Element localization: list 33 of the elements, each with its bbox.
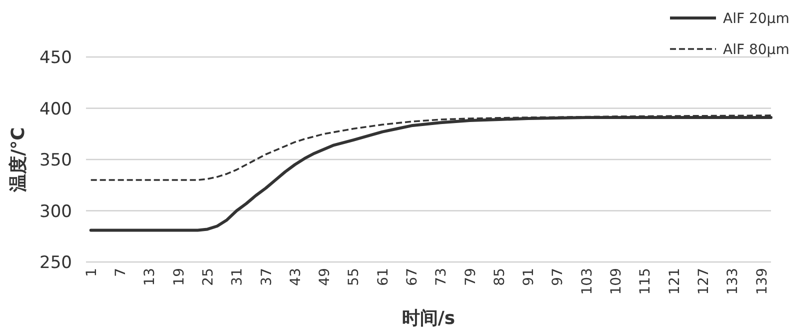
x-tick-label: 49 <box>317 268 334 286</box>
y-tick-label: 450 <box>40 48 72 68</box>
legend-label: AlF 20μm <box>723 11 790 27</box>
x-tick-label: 85 <box>492 268 508 286</box>
x-tick-label: 103 <box>579 268 596 295</box>
x-tick-label: 25 <box>200 268 216 286</box>
legend-label: AlF 80μm <box>723 42 790 58</box>
x-tick-label: 13 <box>142 268 158 286</box>
x-tick-label: 115 <box>638 268 654 295</box>
x-tick-label: 55 <box>346 268 362 286</box>
x-tick-label: 97 <box>550 268 566 286</box>
x-tick-label: 127 <box>696 268 712 295</box>
x-tick-label: 67 <box>404 268 420 286</box>
x-axis-title: 时间/s <box>402 308 456 329</box>
y-axis-title: 温度/°C <box>8 127 29 193</box>
x-tick-label: 7 <box>113 268 130 277</box>
x-tick-label: 19 <box>171 268 188 286</box>
x-tick-label: 79 <box>462 268 479 286</box>
x-tick-label: 1 <box>84 268 100 277</box>
x-tick-label: 91 <box>521 268 538 286</box>
x-tick-label: 31 <box>230 268 246 286</box>
x-tick-label: 109 <box>608 268 625 295</box>
y-tick-label: 350 <box>40 150 72 170</box>
x-tick-label: 43 <box>288 268 304 286</box>
x-tick-label: 133 <box>725 268 742 295</box>
x-tick-label: 37 <box>258 268 275 286</box>
y-tick-label: 250 <box>40 253 72 273</box>
y-tick-label: 400 <box>40 99 72 120</box>
y-tick-label: 300 <box>40 202 72 222</box>
x-tick-label: 121 <box>666 268 683 295</box>
x-tick-label: 61 <box>375 268 392 286</box>
x-tick-label: 139 <box>754 268 770 295</box>
x-tick-label: 73 <box>434 268 450 286</box>
